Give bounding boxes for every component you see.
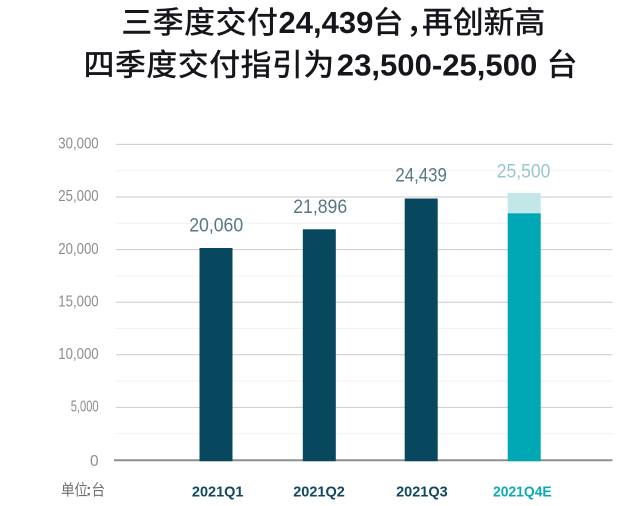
svg-text:2021Q2: 2021Q2: [293, 484, 345, 501]
svg-text:25,500: 25,500: [497, 162, 551, 183]
svg-text:5,000: 5,000: [71, 399, 99, 416]
svg-text:30,000: 30,000: [58, 136, 98, 153]
svg-text:2021Q1: 2021Q1: [192, 484, 244, 501]
svg-text:24,439: 24,439: [395, 166, 447, 187]
svg-text:10,000: 10,000: [58, 346, 98, 363]
svg-text:2021Q3: 2021Q3: [396, 484, 448, 501]
svg-text:15,000: 15,000: [58, 293, 98, 310]
svg-text:20,060: 20,060: [189, 215, 243, 236]
svg-text:24,439: 24,439: [279, 5, 374, 40]
svg-text:20,000: 20,000: [58, 241, 98, 258]
svg-text:2021Q4E: 2021Q4E: [493, 484, 552, 501]
svg-text:23,500-25,500: 23,500-25,500: [337, 48, 538, 83]
svg-text:25,000: 25,000: [58, 188, 98, 205]
svg-text:0: 0: [90, 453, 99, 470]
svg-text:21,896: 21,896: [293, 197, 347, 218]
